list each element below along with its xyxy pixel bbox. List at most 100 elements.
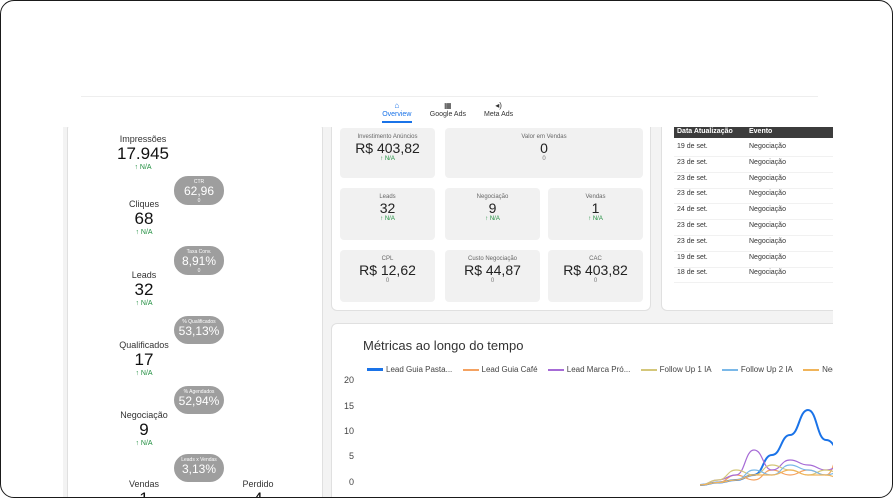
kpi-label: CPL (381, 256, 394, 262)
stage-label: Qualificados (119, 340, 169, 350)
table-row: 23 de set. Negociação (674, 158, 833, 173)
cell-date: 23 de set. (677, 174, 708, 182)
rate-label: CTR (193, 179, 205, 185)
cell-date: 18 de set. (677, 269, 708, 277)
funnel-stage-perdido: Perdido 4 (206, 471, 312, 497)
stage-value: 1 (94, 489, 194, 497)
tab-google-ads-label: Google Ads (429, 111, 466, 118)
chart-plot-area (699, 408, 833, 486)
rate-value: 8,91% (181, 254, 217, 268)
nav-tabs: ⌂ Overview ▦ Google Ads ◂) Meta Ads (1, 101, 892, 123)
stage-label: Negociação (120, 410, 168, 420)
stage-label: Cliques (128, 199, 159, 209)
cell-date: 23 de set. (677, 237, 708, 245)
stage-value: 32 (134, 280, 154, 299)
funnel-stage-leads: Leads 32 ↑ N/A (92, 262, 262, 326)
cell-event: Negociação (749, 206, 786, 214)
legend-item[interactable]: Follow Up 2 IA (721, 365, 793, 374)
legend-item[interactable]: Lead Guia Pasta... (367, 365, 452, 374)
stage-value: 17 (134, 350, 154, 369)
rate-pill-leads-vendas: Leads x Vendas 3,13% (172, 452, 226, 484)
cell-event: Negociação (749, 237, 786, 245)
kpi-label: Custo Negociação (467, 256, 518, 262)
kpi-label: Leads (379, 194, 396, 200)
cell-event: Negociação (749, 190, 786, 198)
column-header-event: Evento (749, 128, 773, 135)
table-row: 19 de set. Negociação (674, 253, 833, 268)
series-line (699, 469, 833, 486)
stage-delta: ↑ N/A (135, 440, 153, 447)
legend-item[interactable]: Lead Marca Pró... (547, 365, 630, 374)
rate-pill-qualificados: % Qualificados 53,13% (172, 314, 226, 346)
kpi-value: 9 (488, 200, 497, 216)
legend-item[interactable]: Lead Guia Café (462, 365, 538, 374)
cell-event: Negociação (749, 253, 786, 261)
kpi-negociacao: Negociação 9 ↑ N/A (445, 188, 540, 240)
rate-label: Leads x Vendas (181, 457, 217, 463)
active-tab-indicator (381, 121, 412, 123)
kpi-delta: ↑ N/A (485, 216, 500, 222)
chart-legend: Lead Guia Pasta... Lead Guia Café Lead M… (367, 365, 833, 377)
dashboard-content: Impressões 17.945 ↑ N/A Cliques 68 ↑ N/A… (63, 127, 833, 497)
kpi-value: R$ 12,62 (359, 262, 416, 278)
tab-google-ads[interactable]: ▦ Google Ads (428, 101, 468, 123)
tab-meta-ads-label: Meta Ads (484, 111, 514, 118)
funnel-stage-qualificados: Qualificados 17 ↑ N/A (92, 332, 242, 396)
funnel-stage-cliques: Cliques 68 ↑ N/A (92, 193, 290, 257)
tab-overview-label: Overview (382, 111, 412, 118)
stage-delta: ↑ N/A (135, 300, 153, 307)
table-row: 23 de set. Negociação (674, 174, 833, 189)
kpi-leads: Leads 32 ↑ N/A (340, 188, 435, 240)
kpi-cpl: CPL R$ 12,62 0 (340, 250, 435, 302)
metrics-chart-panel: Métricas ao longo do tempo Lead Guia Pas… (331, 323, 833, 497)
kpi-value: 0 (540, 140, 548, 156)
events-table: Data Atualização Evento 19 de set. Negoci… (661, 127, 833, 311)
rate-label: % Agendados (183, 389, 215, 395)
rate-label: % Qualificados (182, 319, 216, 325)
tab-overview[interactable]: ⌂ Overview (380, 101, 414, 123)
rate-pill-ctr: CTR 62,96 0 (172, 174, 226, 207)
rate-label: Taxa Conv. (186, 249, 212, 255)
kpi-panel: Investimento Anúncios R$ 403,82 ↑ N/A Va… (331, 127, 651, 311)
stage-value: 9 (139, 420, 149, 439)
rate-value: 53,13% (178, 324, 220, 338)
kpi-vendas: Vendas 1 ↑ N/A (548, 188, 643, 240)
series-line (699, 464, 833, 486)
stage-delta: ↑ N/A (134, 164, 152, 171)
calendar-icon: ▦ (444, 101, 452, 110)
legend-item[interactable]: Nego (803, 365, 833, 374)
kpi-value: R$ 403,82 (563, 262, 628, 278)
rate-sub: 0 (197, 268, 201, 274)
kpi-label: Valor em Vendas (521, 134, 567, 140)
kpi-investimento: Investimento Anúncios R$ 403,82 ↑ N/A (340, 128, 435, 178)
tab-meta-ads[interactable]: ◂) Meta Ads (482, 101, 515, 123)
table-row: 24 de set. Negociação (674, 205, 833, 221)
kpi-value: R$ 403,82 (355, 140, 420, 156)
megaphone-icon: ◂) (495, 101, 502, 110)
kpi-sub: 0 (542, 156, 546, 162)
cell-event: Negociação (749, 143, 786, 150)
funnel-stage-vendas: Vendas 1 (92, 471, 198, 497)
y-tick: 15 (343, 401, 354, 411)
kpi-delta: ↑ N/A (380, 156, 395, 162)
y-tick: 0 (348, 477, 354, 487)
table-row: 23 de set. Negociação (674, 221, 833, 236)
cell-event: Negociação (749, 174, 786, 182)
kpi-value: 32 (379, 200, 396, 216)
stage-value: 17.945 (117, 144, 169, 163)
cell-date: 19 de set. (677, 253, 708, 261)
kpi-sub: 0 (593, 278, 598, 284)
cell-date: 24 de set. (677, 206, 708, 214)
table-row: 19 de set. Negociação (674, 142, 833, 157)
stage-value: 4 (208, 489, 308, 497)
stage-delta: ↑ N/A (135, 229, 153, 236)
rate-pill-agendados: % Agendados 52,94% (172, 384, 226, 416)
cell-event: Negociação (749, 269, 786, 277)
kpi-delta: ↑ N/A (588, 216, 603, 222)
cell-date: 23 de set. (677, 158, 708, 166)
kpi-valor-vendas: Valor em Vendas 0 0 (445, 128, 643, 178)
legend-item[interactable]: Follow Up 1 IA (640, 365, 712, 374)
funnel-stage-impressoes: Impressões 17.945 ↑ N/A (92, 128, 314, 189)
cell-date: 23 de set. (677, 190, 708, 198)
table-row: 18 de set. Negociação (674, 268, 833, 284)
